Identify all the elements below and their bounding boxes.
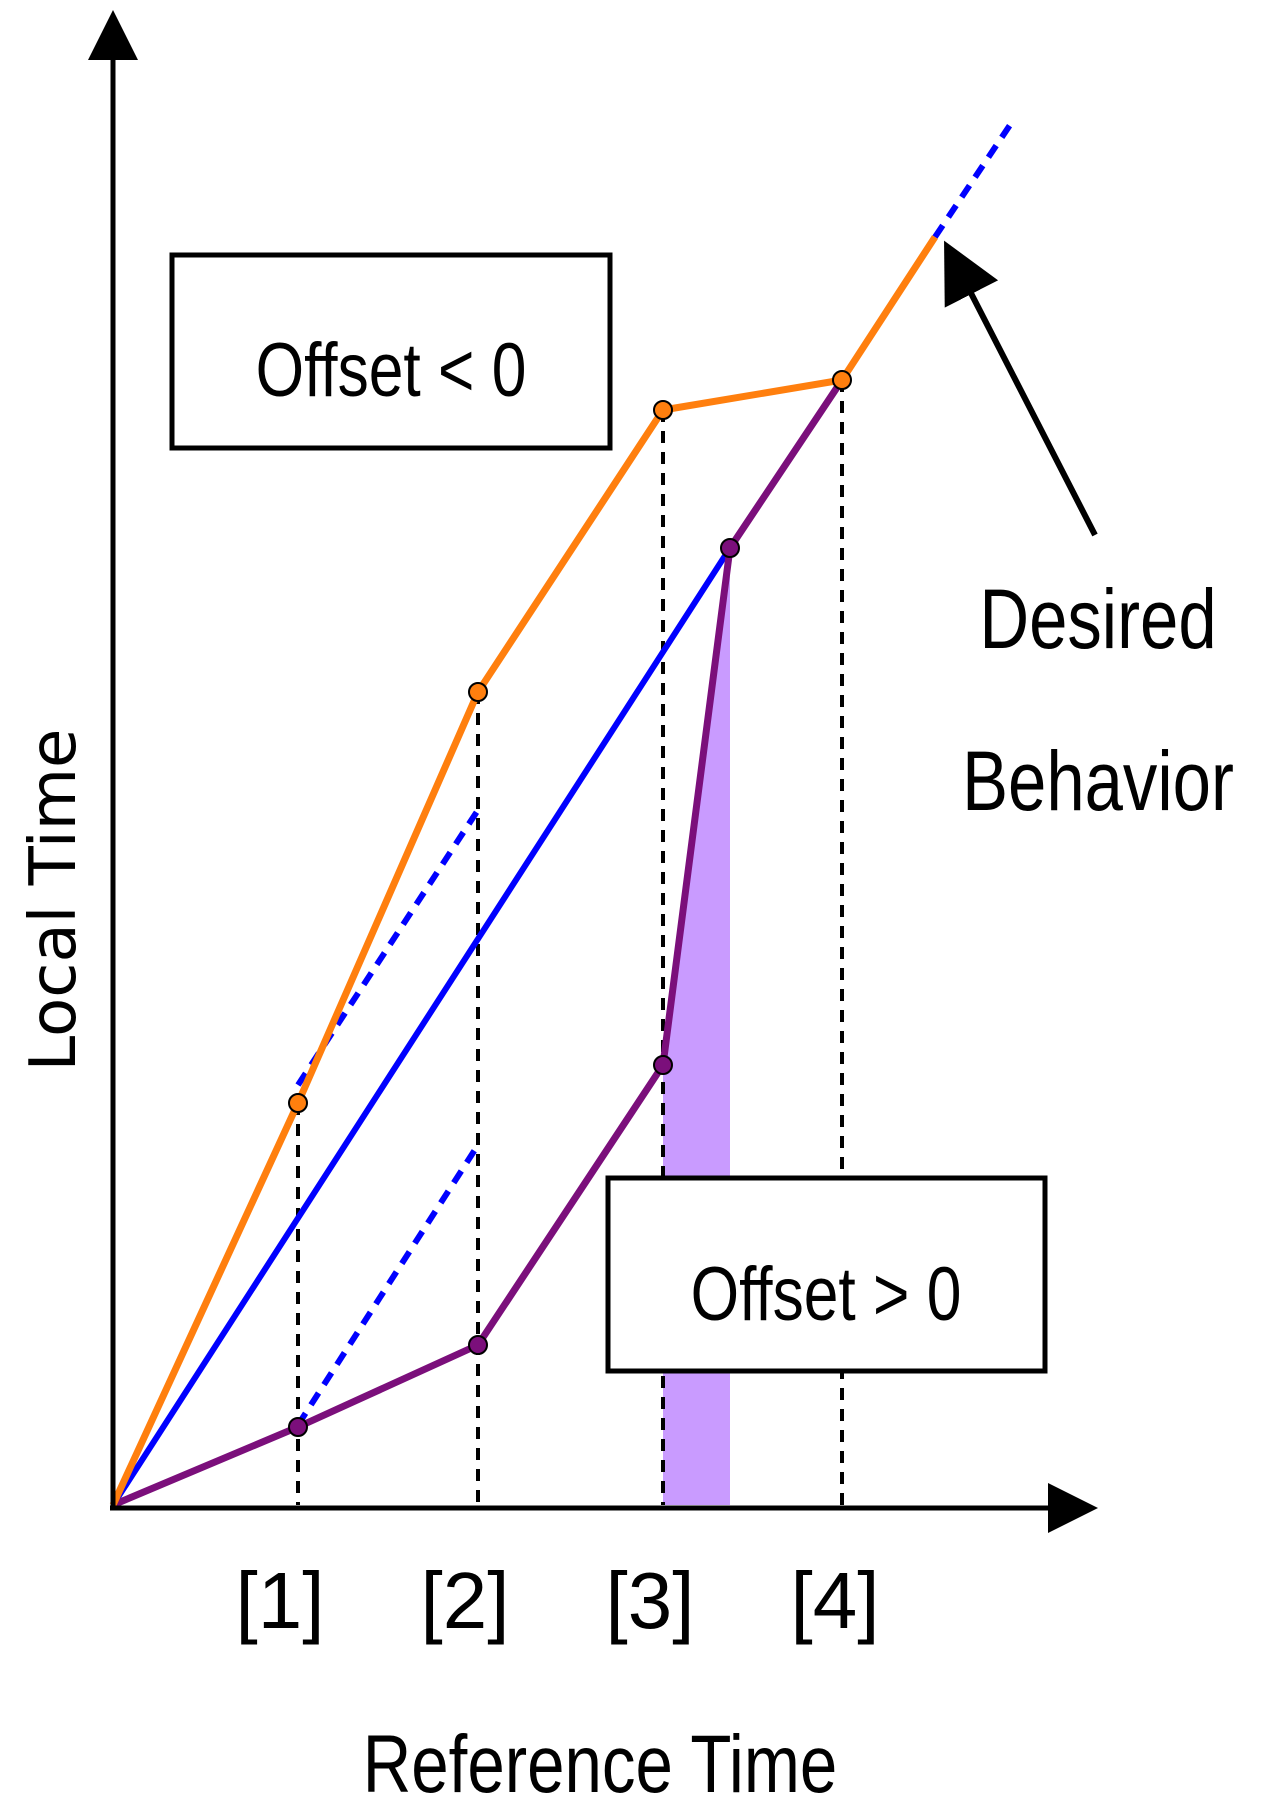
offset-positive-box: Offset > 0 — [605, 1175, 1048, 1374]
annotation-arrow — [944, 240, 1098, 537]
offset-negative-label: Offset < 0 — [256, 327, 527, 412]
annotation-line-1: Desired — [979, 573, 1216, 667]
purple-point-4 — [720, 538, 740, 558]
tick-label-4: [4] — [791, 1556, 880, 1645]
purple-line — [111, 378, 845, 1509]
annotation-line-2: Behavior — [962, 735, 1234, 829]
orange-point-1 — [288, 1093, 308, 1113]
offset-positive-label: Offset > 0 — [691, 1251, 962, 1336]
tick-label-1: [1] — [236, 1556, 325, 1645]
offset-positive-box-frame — [605, 1175, 1048, 1374]
orange-point-3 — [653, 400, 673, 420]
blue-line — [110, 546, 733, 1507]
orange-line — [109, 235, 938, 1507]
x-tick-labels: [1] [2] [3] [4] — [236, 1556, 880, 1645]
x-axis-title: Reference Time — [363, 1718, 838, 1810]
desired-behavior-annotation: Desired Behavior — [944, 240, 1234, 829]
offset-negative-box: Offset < 0 — [169, 252, 613, 451]
tick-label-3: [3] — [606, 1556, 695, 1645]
tick-label-2: [2] — [421, 1556, 510, 1645]
orange-points — [288, 370, 852, 1113]
orange-point-4 — [832, 370, 852, 390]
offset-negative-box-frame — [169, 252, 613, 451]
purple-points — [288, 538, 740, 1437]
purple-point-3 — [653, 1055, 673, 1075]
purple-point-2 — [468, 1335, 488, 1355]
y-axis-title: Local Time — [17, 729, 91, 1072]
purple-point-1 — [288, 1417, 308, 1437]
orange-point-2 — [468, 682, 488, 702]
blue-dashed-tail — [932, 123, 1013, 239]
blue-dashed-lower — [295, 1143, 481, 1427]
